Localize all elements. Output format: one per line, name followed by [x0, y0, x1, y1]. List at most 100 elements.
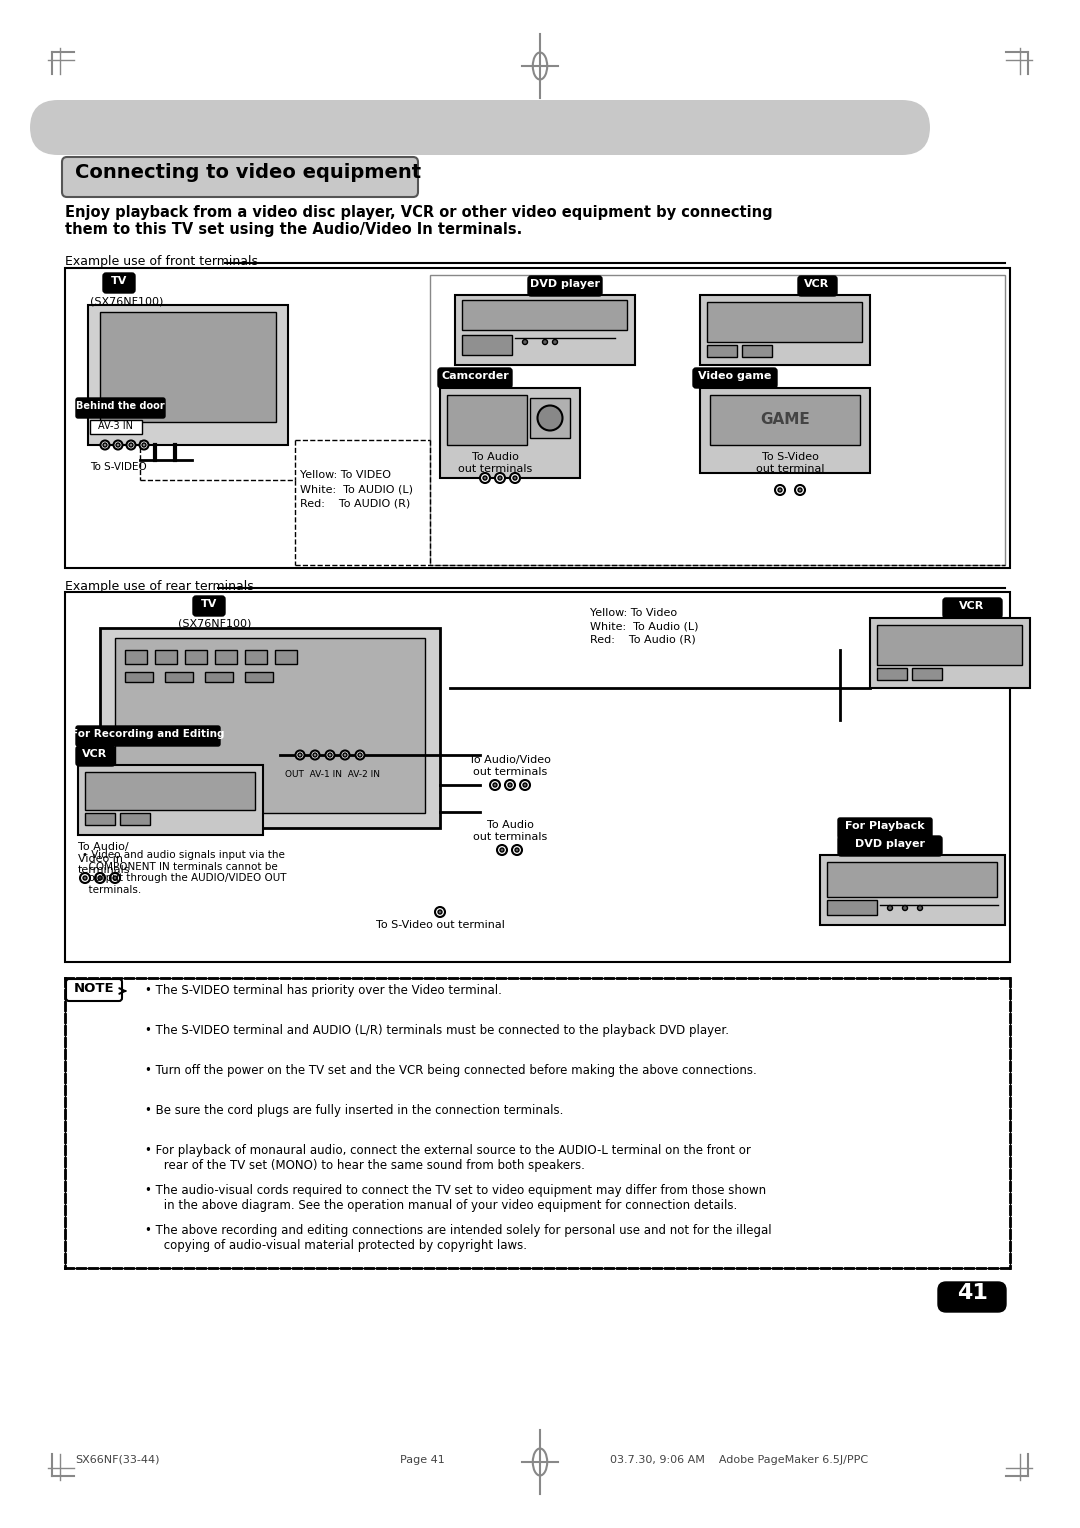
Ellipse shape	[298, 753, 302, 756]
Text: 41: 41	[957, 1284, 987, 1303]
Bar	[85, 813, 114, 825]
Text: (SX76NF100): (SX76NF100)	[178, 617, 252, 628]
Text: • The above recording and editing connections are intended solely for personal u: • The above recording and editing connec…	[145, 1224, 771, 1251]
Text: To S-Video
out terminal: To S-Video out terminal	[756, 452, 824, 474]
Text: To Audio/Video
out terminals: To Audio/Video out terminals	[469, 755, 551, 776]
Bar	[530, 397, 570, 439]
Bar	[870, 617, 1030, 688]
Bar	[710, 396, 860, 445]
Ellipse shape	[508, 782, 512, 787]
Ellipse shape	[311, 750, 320, 759]
Ellipse shape	[126, 440, 135, 449]
Bar	[156, 649, 177, 665]
Ellipse shape	[512, 845, 522, 856]
Bar	[447, 396, 527, 445]
Bar	[90, 420, 141, 434]
Bar	[877, 668, 907, 680]
Bar	[700, 295, 870, 365]
Ellipse shape	[523, 339, 527, 344]
Ellipse shape	[795, 484, 805, 495]
Ellipse shape	[129, 443, 133, 448]
Ellipse shape	[500, 848, 504, 853]
Bar	[114, 639, 426, 813]
Bar	[827, 862, 997, 897]
FancyBboxPatch shape	[798, 277, 837, 296]
Ellipse shape	[80, 872, 90, 883]
FancyBboxPatch shape	[193, 596, 225, 616]
Text: SX66NF(33-44): SX66NF(33-44)	[75, 1455, 160, 1465]
Ellipse shape	[510, 474, 519, 483]
Ellipse shape	[139, 440, 149, 449]
Ellipse shape	[357, 753, 362, 756]
FancyBboxPatch shape	[62, 157, 418, 197]
Bar	[707, 345, 737, 358]
Text: Red:    To Audio (R): Red: To Audio (R)	[590, 634, 696, 643]
Text: White:  To Audio (L): White: To Audio (L)	[590, 620, 699, 631]
Text: • For playback of monaural audio, connect the external source to the AUDIO-L ter: • For playback of monaural audio, connec…	[145, 1144, 751, 1172]
Ellipse shape	[523, 782, 527, 787]
Bar	[700, 388, 870, 474]
Text: For Playback: For Playback	[846, 821, 924, 831]
Bar	[78, 766, 264, 834]
Ellipse shape	[538, 405, 563, 431]
Ellipse shape	[296, 750, 305, 759]
Bar	[430, 275, 1005, 565]
Bar	[65, 591, 1010, 963]
Bar	[87, 306, 288, 445]
FancyBboxPatch shape	[438, 368, 512, 388]
FancyBboxPatch shape	[939, 1282, 1005, 1313]
FancyBboxPatch shape	[76, 726, 220, 746]
Text: Connecting to video equipment: Connecting to video equipment	[75, 163, 421, 182]
Bar	[215, 649, 237, 665]
Ellipse shape	[483, 477, 487, 480]
Bar	[877, 625, 1022, 665]
Text: Example use of rear terminals: Example use of rear terminals	[65, 581, 254, 593]
Bar	[100, 628, 440, 828]
Text: Camcorder: Camcorder	[441, 371, 509, 380]
Ellipse shape	[497, 845, 507, 856]
Text: • The S-VIDEO terminal and AUDIO (L/R) terminals must be connected to the playba: • The S-VIDEO terminal and AUDIO (L/R) t…	[145, 1024, 729, 1038]
Ellipse shape	[100, 440, 109, 449]
Text: To Audio
out terminals: To Audio out terminals	[458, 452, 532, 474]
Ellipse shape	[438, 911, 442, 914]
Bar	[245, 672, 273, 681]
Text: White:  To AUDIO (L): White: To AUDIO (L)	[300, 484, 413, 494]
Text: DVD player: DVD player	[855, 839, 924, 850]
Text: VCR: VCR	[82, 749, 108, 759]
Text: Video game: Video game	[699, 371, 772, 380]
FancyBboxPatch shape	[943, 597, 1002, 617]
Ellipse shape	[519, 779, 530, 790]
Text: For Recording and Editing: For Recording and Editing	[71, 729, 225, 740]
Ellipse shape	[918, 906, 922, 911]
Text: To Audio/
Video in
terminals: To Audio/ Video in terminals	[78, 842, 131, 876]
Bar	[462, 335, 512, 354]
FancyBboxPatch shape	[838, 836, 942, 856]
Bar	[100, 312, 276, 422]
FancyBboxPatch shape	[76, 397, 165, 419]
Text: • Video and audio signals input via the
  COMPONENT IN terminals cannot be
  out: • Video and audio signals input via the …	[82, 850, 286, 895]
Ellipse shape	[343, 753, 347, 756]
FancyBboxPatch shape	[103, 274, 135, 293]
Ellipse shape	[98, 876, 102, 880]
Ellipse shape	[888, 906, 892, 911]
FancyBboxPatch shape	[693, 368, 777, 388]
Ellipse shape	[798, 487, 802, 492]
Ellipse shape	[325, 750, 335, 759]
Text: Enjoy playback from a video disc player, VCR or other video equipment by connect: Enjoy playback from a video disc player,…	[65, 205, 772, 237]
Ellipse shape	[103, 443, 107, 448]
Ellipse shape	[313, 753, 318, 756]
Bar	[125, 649, 147, 665]
Ellipse shape	[778, 487, 782, 492]
Ellipse shape	[542, 339, 548, 344]
Text: To S-VIDEO: To S-VIDEO	[90, 461, 147, 472]
Text: Example use of front terminals: Example use of front terminals	[65, 255, 258, 267]
Bar	[165, 672, 193, 681]
Ellipse shape	[553, 339, 557, 344]
Text: GAME: GAME	[760, 413, 810, 426]
Text: VCR: VCR	[805, 280, 829, 289]
Bar	[707, 303, 862, 342]
Text: (SX76NF100): (SX76NF100)	[90, 296, 163, 306]
Bar	[65, 978, 1010, 1268]
Ellipse shape	[113, 440, 122, 449]
Bar	[125, 672, 153, 681]
